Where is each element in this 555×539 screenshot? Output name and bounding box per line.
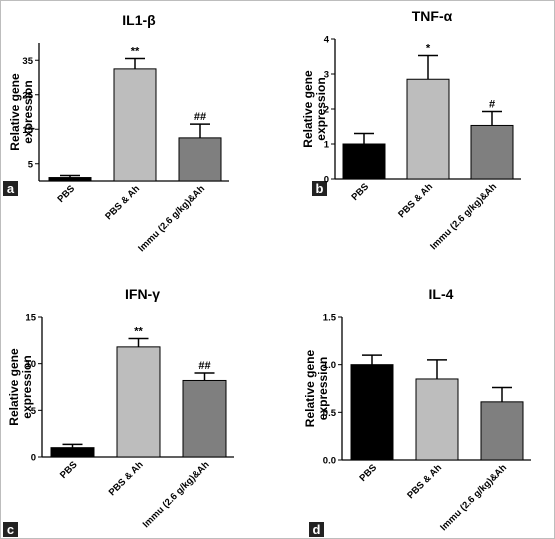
bar-pbs (342, 143, 386, 180)
y-tick-label: 2 (324, 105, 329, 116)
significance-mark: # (489, 98, 495, 110)
x-category-label: PBS & Ah (405, 462, 444, 501)
chart-title: IFN-γ (125, 286, 160, 302)
y-tick-label: 1.5 (323, 313, 337, 324)
panel-tag: a (3, 181, 18, 196)
x-category-label: PBS (358, 462, 380, 484)
significance-mark: ## (194, 111, 206, 123)
bar-immu-2-6-g-kg-ah (480, 401, 524, 461)
y-axis-label-line: expression (314, 77, 328, 140)
y-axis-label-line: Relative gene (8, 73, 22, 151)
y-tick-label: 15 (22, 125, 33, 136)
y-axis-label-line: expression (316, 357, 330, 420)
bar-pbs-ah (113, 68, 157, 182)
y-tick-label: 5 (31, 406, 37, 417)
panel-d: d IL-4 Relative geneexpression 0.0 0.5 1.0 1.… (278, 270, 554, 538)
panel-a: a IL1-β Relative geneexpression 5 15 25 35 PBS… (1, 1, 278, 270)
x-category-label: PBS & Ah (107, 459, 146, 498)
y-tick-label: 0 (324, 175, 329, 186)
significance-mark: * (426, 42, 431, 54)
panel-b: b TNF-α Relative geneexpression 0 1 2 3 4 PBS * P… (278, 1, 554, 270)
bar-immu-2-6-g-kg-ah (178, 137, 222, 182)
y-axis-label: Relative geneexpression (303, 349, 330, 427)
y-axis-label-line: Relative gene (301, 70, 315, 148)
panel-tag: d (309, 522, 324, 537)
y-tick-label: 25 (22, 90, 33, 101)
y-tick-label: 35 (22, 56, 33, 67)
y-tick-label: 15 (25, 313, 36, 324)
bar-pbs (48, 177, 92, 182)
panel-tag: b (312, 181, 327, 196)
bar-pbs-ah (116, 346, 161, 458)
significance-mark: ** (131, 46, 140, 58)
bar-immu-2-6-g-kg-ah (470, 124, 514, 180)
y-tick-label: 0.5 (323, 408, 337, 419)
il4-chart: IL-4 Relative geneexpression 0.0 0.5 1.0 1.5 P… (303, 286, 531, 533)
x-category-label: Immu (2.6 g/kg)&Ah (136, 183, 207, 254)
x-category-label: PBS (350, 181, 372, 203)
bar-pbs-ah (415, 378, 459, 461)
y-tick-label: 1 (324, 140, 330, 151)
significance-mark: ** (134, 325, 143, 337)
bar-pbs (50, 447, 95, 458)
y-tick-label: 10 (25, 359, 36, 370)
y-axis-label-line: Relative gene (7, 348, 21, 426)
y-tick-label: 0.0 (323, 456, 336, 467)
y-tick-label: 1.0 (323, 360, 336, 371)
y-axis-label-line: expression (21, 80, 35, 143)
significance-mark: ## (198, 360, 210, 372)
x-category-label: PBS & Ah (396, 181, 435, 220)
y-axis-label-line: Relative gene (303, 349, 317, 427)
bar-pbs (350, 364, 394, 461)
y-tick-label: 3 (324, 70, 329, 81)
x-category-label: PBS (56, 183, 78, 205)
y-axis-label-line: expression (20, 355, 34, 418)
y-tick-label: 4 (324, 35, 330, 46)
ifng-chart: IFN-γ Relative geneexpression 0 5 10 15 PBS ** P… (7, 286, 234, 530)
y-tick-label: 0 (31, 453, 36, 464)
y-axis-label: Relative geneexpression (7, 348, 34, 426)
tnfa-chart: TNF-α Relative geneexpression 0 1 2 3 4 PBS * PBS… (301, 8, 521, 252)
y-axis-label: Relative geneexpression (8, 73, 35, 151)
x-category-label: Immu (2.6 g/kg)&Ah (428, 181, 499, 252)
x-category-label: PBS & Ah (103, 183, 142, 222)
il1b-chart: IL1-β Relative geneexpression 5 15 25 35 PBS **… (8, 12, 229, 254)
chart-title: IL-4 (429, 286, 454, 302)
y-tick-label: 5 (28, 159, 34, 170)
chart-title: TNF-α (412, 8, 453, 24)
panel-c: c IFN-γ Relative geneexpression 0 5 10 15 PBS *… (1, 270, 278, 538)
bar-pbs-ah (406, 78, 450, 180)
bar-immu-2-6-g-kg-ah (182, 379, 227, 458)
x-category-label: Immu (2.6 g/kg)&Ah (141, 459, 212, 530)
chart-title: IL1-β (122, 12, 156, 28)
y-axis-label: Relative geneexpression (301, 70, 328, 148)
panel-tag: c (3, 522, 18, 537)
x-category-label: PBS (58, 459, 80, 481)
x-category-label: Immu (2.6 g/kg)&Ah (438, 462, 509, 533)
